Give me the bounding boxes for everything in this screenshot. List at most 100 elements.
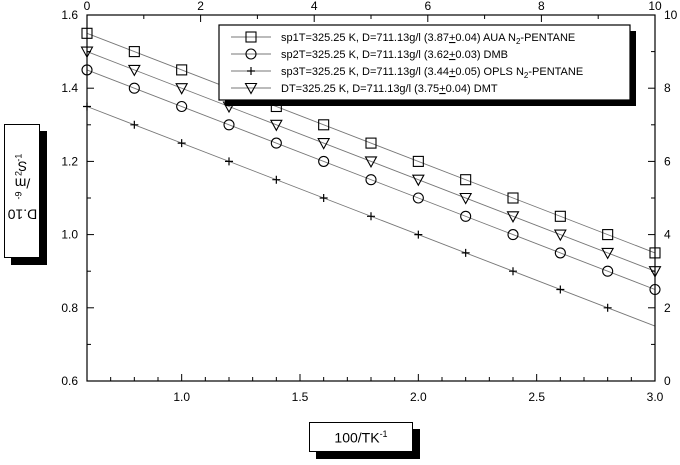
right-tick-label: 2	[664, 301, 671, 315]
data-point	[318, 155, 330, 167]
legend-marker	[247, 67, 255, 75]
y-label-end: S	[17, 157, 27, 174]
y-tick-label: 0.6	[61, 374, 78, 388]
right-tick-label: 10	[664, 8, 678, 22]
data-point	[554, 247, 566, 259]
data-point	[175, 83, 189, 95]
legend-subscript: 2	[524, 71, 529, 80]
data-point	[556, 285, 565, 294]
data-point	[365, 137, 377, 149]
y-tick-label: 1.4	[61, 81, 78, 95]
data-point	[414, 230, 423, 239]
y-tick-label: 1.2	[61, 154, 78, 168]
legend-entry: sp2T=325.25 K, D=711.13g/l (3.62+0.03) D…	[281, 49, 508, 61]
y-tick-label: 0.8	[61, 301, 78, 315]
data-point	[317, 138, 331, 150]
data-point	[412, 155, 424, 167]
right-tick-label: 4	[664, 228, 671, 242]
legend-entry: sp3T=325.25 K, D=711.13g/l (3.44+0.05) O…	[281, 66, 583, 80]
y-axis-label-box: D.10-9/m2S-1	[4, 124, 40, 258]
data-point	[367, 212, 375, 221]
data-point	[506, 211, 520, 223]
legend-plus-minus: +	[449, 32, 455, 44]
data-point	[225, 157, 233, 166]
data-point	[412, 192, 424, 204]
fit-line-series-1	[86, 32, 656, 254]
x-tick-label: 2.5	[528, 390, 545, 404]
right-tick-label: 8	[664, 81, 671, 95]
data-point	[318, 119, 330, 131]
legend-marker	[244, 82, 258, 95]
axis-ticks	[86, 14, 656, 382]
data-point	[460, 174, 472, 186]
series-3-points	[83, 102, 612, 312]
data-point	[176, 100, 188, 113]
y-label-main: D.10	[7, 205, 38, 222]
legend-text-part: sp3T=325.25 K, D=711.13g/l (3.44	[281, 66, 449, 78]
x-tick-label: 3.0	[647, 390, 664, 404]
y-label-mid: /m	[14, 175, 31, 192]
legend-entry: DT=325.25 K, D=711.13g/l (3.75+0.04) DMT	[281, 83, 498, 95]
data-point	[365, 174, 377, 186]
legend-entry: sp1T=325.25 K, D=711.13g/l (3.87+0.04) A…	[281, 32, 575, 46]
data-point	[269, 119, 283, 132]
data-point	[459, 192, 473, 205]
data-point	[130, 120, 139, 129]
legend-plus-minus: +	[449, 49, 455, 61]
right-tick-label: 6	[664, 154, 671, 168]
x-tick-label: 1.5	[292, 390, 309, 404]
fit-line-series-4	[86, 51, 656, 272]
legend-subscript: 2	[516, 37, 521, 46]
data-point	[128, 46, 140, 58]
data-point	[601, 247, 615, 260]
x-axis-label-box: 100/TK-1	[309, 422, 413, 452]
legend-box	[218, 24, 631, 101]
legend-text-part: 0.05) OPLS N	[455, 66, 524, 78]
axis-tick-labels: 1.0 1.5 2.0 2.5 3.0 0.6 0.8 1.0 1.2 1.4 1.6 0 2 4 6 8 10…	[61, 0, 677, 404]
legend-text-part: sp2T=325.25 K, D=711.13g/l (3.62	[281, 49, 449, 61]
data-point	[272, 175, 281, 184]
legend-text-part: 0.04) AUA N	[455, 32, 516, 44]
data-point	[128, 82, 140, 94]
legend-marker	[245, 48, 257, 60]
data-point	[460, 210, 472, 222]
data-point	[176, 64, 188, 76]
legend: sp1T=325.25 K, D=711.13g/l (3.87+0.04) A…	[218, 24, 636, 106]
x-axis-label: 100/TK-1	[334, 429, 387, 446]
right-tick-label: 0	[664, 374, 671, 388]
data-point	[461, 248, 470, 257]
legend-marker	[245, 31, 257, 43]
x-label-main: 100/TK	[334, 429, 380, 446]
data-point	[411, 174, 425, 187]
data-point	[127, 64, 141, 77]
legend-text-part: 0.03) DMB	[455, 49, 508, 61]
y-axis-label: D.10-9/m2S-1	[8, 153, 38, 229]
data-point	[603, 303, 612, 312]
x-label-sup: -1	[379, 428, 388, 439]
top-tick-label: 0	[84, 0, 91, 13]
series-2-points	[81, 64, 661, 296]
x-tick-label: 2.0	[410, 390, 427, 404]
legend-plus-minus: +	[449, 66, 455, 78]
y-tick-label: 1.0	[61, 228, 78, 242]
data-point	[177, 139, 186, 148]
data-point	[319, 194, 328, 202]
data-point	[507, 192, 519, 204]
data-point	[554, 210, 566, 222]
data-point	[553, 229, 567, 242]
legend-text-part: DT=325.25 K, D=711.13g/l (3.75	[281, 83, 439, 95]
data-point	[602, 229, 614, 241]
data-point	[507, 229, 519, 241]
legend-text-part: 0.04) DMT	[446, 83, 498, 95]
y-label-sup1: -9	[13, 191, 24, 200]
x-tick-label: 1.0	[173, 390, 190, 404]
legend-text-part: -PENTANE	[520, 32, 575, 44]
legend-text-part: -PENTANE	[528, 66, 583, 78]
data-point	[270, 137, 282, 149]
top-tick-label: 4	[311, 0, 318, 13]
data-point	[509, 267, 517, 276]
top-tick-label: 6	[424, 0, 431, 13]
top-tick-label: 10	[648, 0, 662, 13]
legend-text-part: sp1T=325.25 K, D=711.13g/l (3.87	[281, 32, 449, 44]
